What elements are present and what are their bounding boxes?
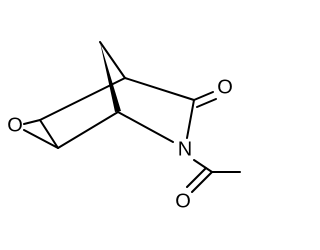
bond	[23, 119, 41, 125]
bond	[191, 171, 213, 193]
bond	[57, 111, 119, 149]
bond	[117, 111, 174, 143]
bond	[193, 91, 214, 101]
bond	[193, 159, 213, 173]
bonds	[23, 41, 241, 193]
atom-label: O	[7, 114, 23, 136]
structure: O O N O	[7, 41, 241, 212]
wedge-bond	[100, 42, 121, 112]
bond	[23, 129, 59, 149]
atom-label: O	[217, 76, 233, 98]
bond	[186, 99, 195, 139]
bond	[99, 41, 126, 79]
bond	[124, 77, 195, 101]
atom-label: O	[175, 190, 191, 212]
bond	[196, 98, 217, 108]
bond	[186, 167, 207, 188]
bond	[39, 77, 126, 121]
bond	[39, 119, 59, 149]
atom-label: N	[178, 138, 192, 160]
